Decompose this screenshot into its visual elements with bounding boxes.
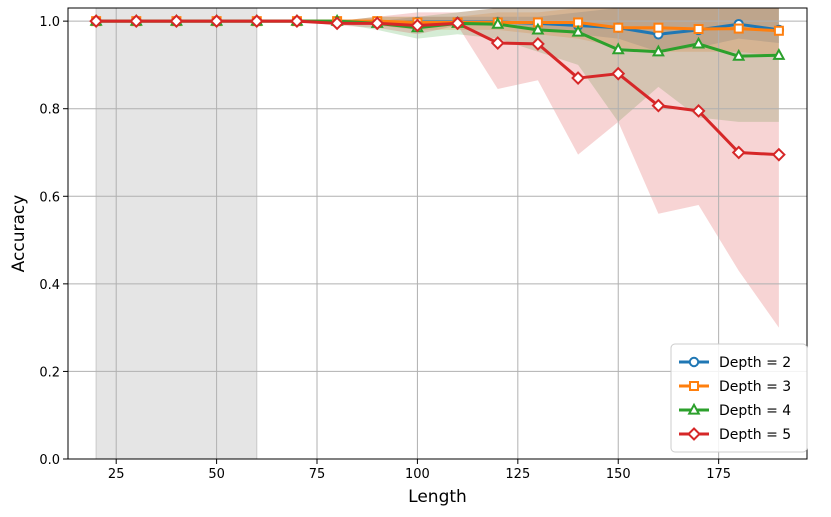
band-depth-4 [96, 8, 779, 122]
marker-depth-5 [731, 145, 746, 160]
marker-depth-4 [651, 44, 665, 57]
band-depth-5 [96, 8, 779, 328]
legend-label: Depth = 4 [719, 403, 791, 419]
y-axis-title: Accuracy [9, 195, 29, 273]
marker-depth-5 [530, 36, 545, 51]
marker-depth-5 [571, 71, 585, 85]
legend-marker [687, 402, 701, 415]
x-tick-label: 100 [405, 467, 430, 482]
marker-depth-4 [732, 48, 746, 61]
plot-frame [67, 7, 808, 460]
x-axis-title: Length [408, 487, 467, 507]
marker-depth-5 [410, 18, 425, 33]
marker-depth-3 [613, 22, 624, 33]
marker-depth-4 [571, 24, 585, 37]
y-tick-label: 0.8 [39, 103, 60, 118]
legend-label: Depth = 3 [719, 379, 791, 395]
marker-depth-5 [169, 14, 184, 29]
marker-depth-4 [692, 36, 706, 49]
marker-depth-3 [733, 23, 744, 34]
y-tick-label: 0.6 [39, 190, 60, 205]
y-tick-label: 0.4 [39, 278, 60, 293]
legend-marker [688, 356, 700, 368]
x-tick-label: 175 [706, 467, 731, 482]
marker-depth-3 [693, 24, 704, 35]
x-tick-label: 75 [309, 467, 326, 482]
marker-depth-5 [771, 147, 786, 162]
y-axis-ticks: 0.0 0.2 0.4 0.6 0.8 1.0 [39, 15, 68, 468]
marker-depth-5 [129, 14, 144, 29]
marker-depth-5 [490, 36, 505, 50]
x-tick-label: 125 [505, 467, 530, 482]
x-tick-label: 25 [108, 467, 125, 482]
marker-depth-4 [611, 42, 625, 55]
marker-depth-5 [450, 16, 465, 31]
marker-depth-5 [611, 66, 626, 81]
marker-depth-5 [651, 98, 666, 113]
x-tick-label: 150 [606, 467, 631, 482]
y-tick-label: 0.2 [39, 365, 60, 380]
y-tick-label: 0.0 [39, 453, 60, 468]
legend-box [670, 343, 808, 453]
marker-depth-5 [249, 14, 264, 29]
legend: Depth = 2 Depth = 3 Depth = 4 Depth = 5 [670, 343, 808, 453]
marker-depth-5 [209, 14, 224, 29]
legend-label: Depth = 2 [719, 355, 791, 371]
shaded-training-range [95, 7, 258, 460]
marker-depth-4 [531, 22, 545, 35]
marker-depth-5 [330, 16, 345, 31]
marker-depth-3 [773, 25, 784, 36]
legend-marker [689, 381, 699, 391]
marker-depth-5 [370, 16, 385, 31]
legend-label: Depth = 5 [719, 427, 791, 443]
marker-depth-4 [491, 16, 505, 29]
marker-depth-5 [89, 14, 104, 29]
series-markers [89, 13, 786, 162]
legend-marker [687, 427, 701, 441]
x-tick-label: 50 [208, 467, 225, 482]
marker-depth-5 [691, 103, 706, 118]
marker-depth-4 [772, 48, 786, 60]
x-axis-ticks: 25 50 75 100 125 150 175 [108, 459, 731, 482]
band-depth-2 [96, 8, 779, 52]
y-tick-label: 1.0 [39, 15, 60, 30]
marker-depth-5 [290, 14, 304, 29]
marker-depth-3 [653, 22, 664, 33]
